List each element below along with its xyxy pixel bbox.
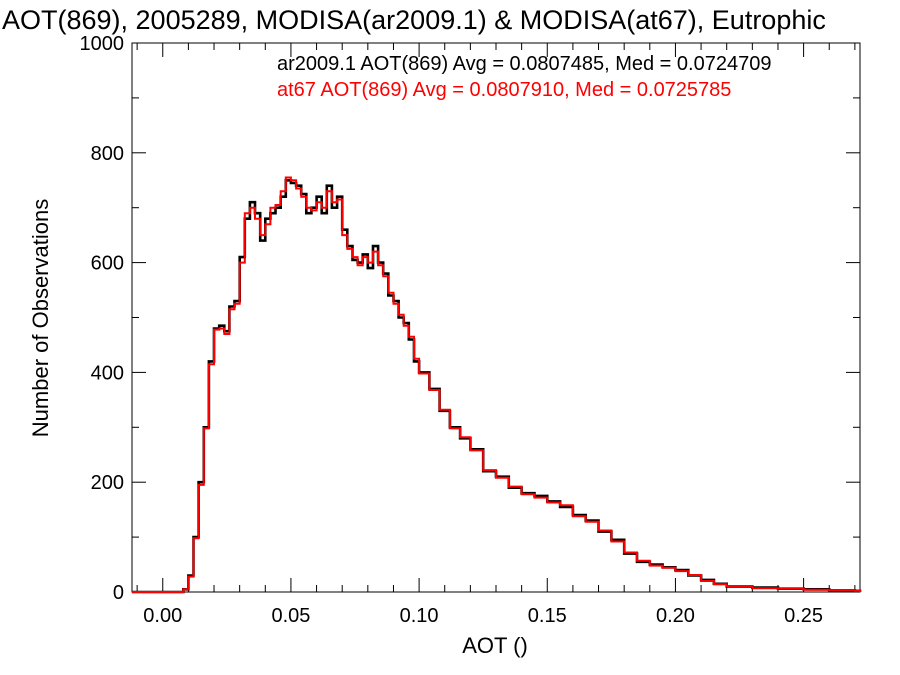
x-tick-label: 0.20 bbox=[656, 605, 695, 627]
chart-title: AOT(869), 2005289, MODISA(ar2009.1) & MO… bbox=[2, 5, 826, 35]
x-axis: 0.00 0.05 0.10 0.15 0.20 0.25 bbox=[136, 43, 856, 627]
x-tick-label: 0.05 bbox=[271, 605, 310, 627]
y-tick-label: 1000 bbox=[80, 33, 125, 55]
y-axis-label: Number of Observations bbox=[28, 199, 53, 437]
y-tick-label: 400 bbox=[91, 362, 124, 384]
y-tick-label: 0 bbox=[113, 582, 124, 604]
y-axis: 0 200 400 600 800 1000 bbox=[80, 33, 860, 604]
plot-frame bbox=[131, 42, 861, 593]
legend-entry-at67: at67 AOT(869) Avg = 0.0807910, Med = 0.0… bbox=[277, 79, 731, 101]
x-tick-label: 0.25 bbox=[784, 605, 823, 627]
y-tick-label: 200 bbox=[91, 472, 124, 494]
x-tick-label: 0.10 bbox=[400, 605, 439, 627]
x-axis-label: AOT () bbox=[462, 633, 528, 658]
series-line-1 bbox=[132, 176, 861, 593]
plot-border bbox=[131, 42, 861, 593]
series-line-0 bbox=[132, 179, 862, 594]
y-tick-label: 600 bbox=[91, 253, 124, 275]
y-tick-label: 800 bbox=[91, 143, 124, 165]
x-tick-label: 0.15 bbox=[528, 605, 567, 627]
x-tick-label: 0.00 bbox=[143, 605, 182, 627]
series-layer bbox=[132, 176, 862, 594]
legend-entry-ar2009: ar2009.1 AOT(869) Avg = 0.0807485, Med =… bbox=[277, 53, 771, 75]
